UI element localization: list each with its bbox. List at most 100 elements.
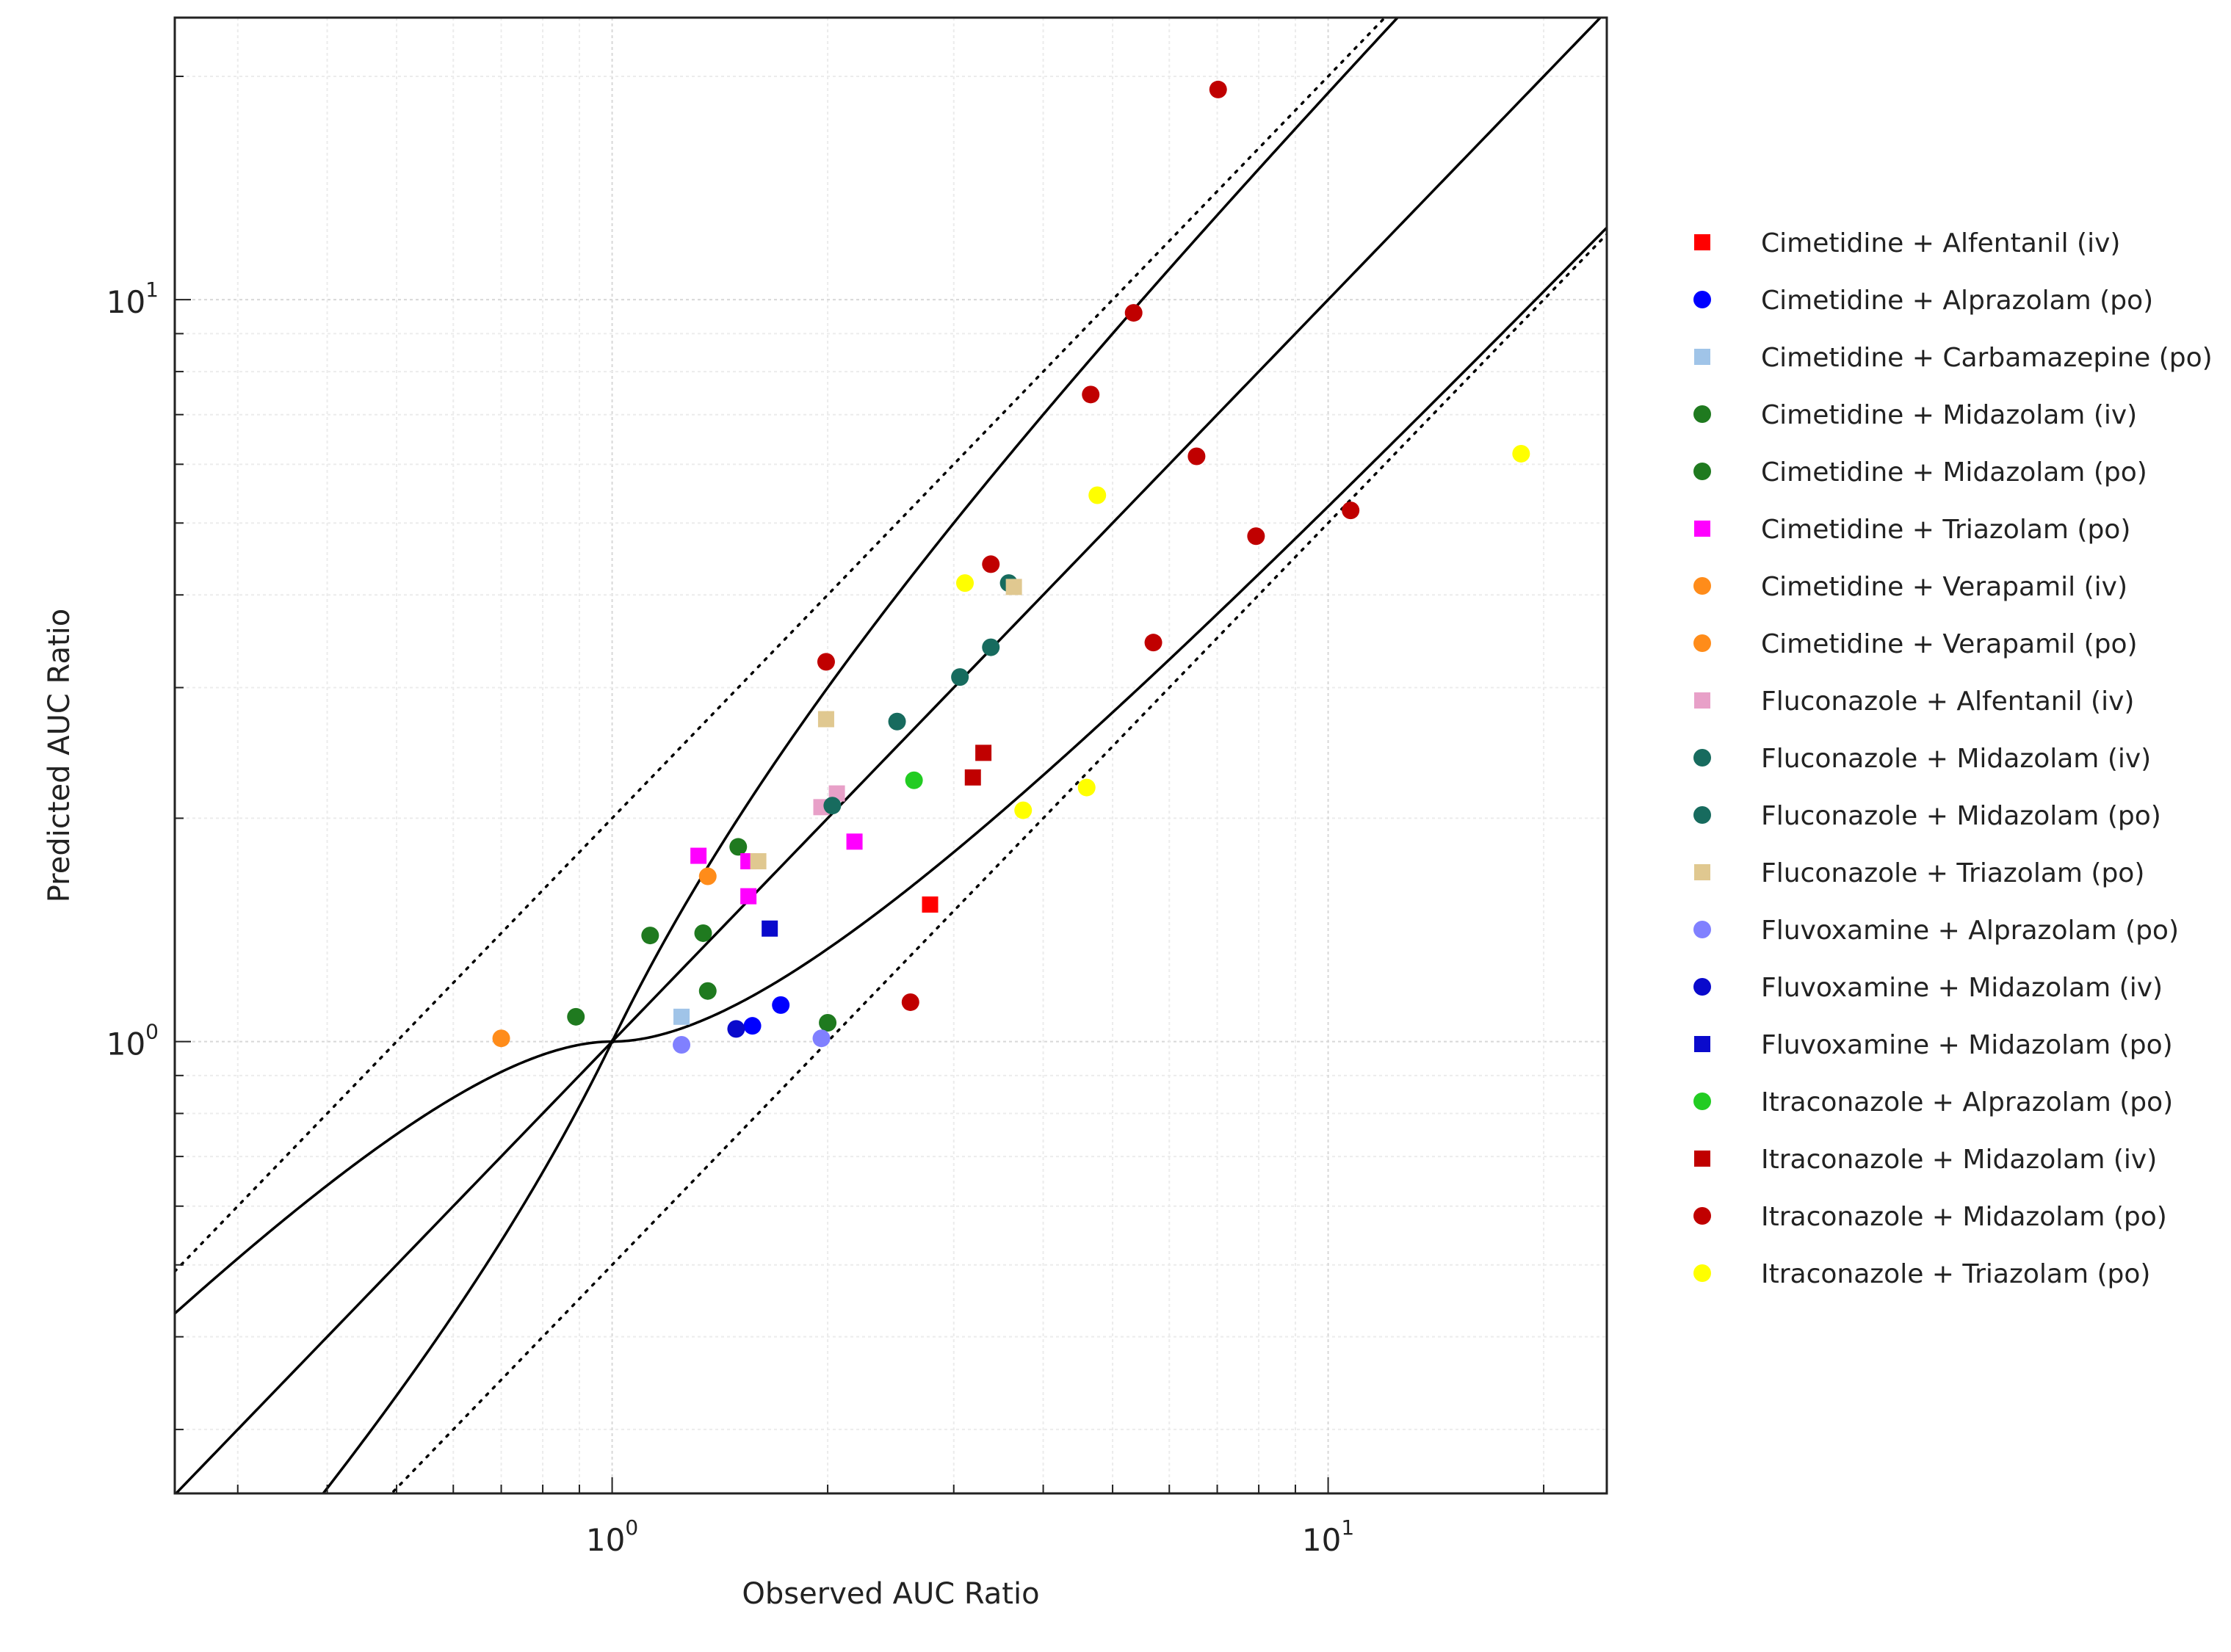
legend-label: Itraconazole + Alprazolam (po) [1761, 1087, 2173, 1117]
legend-marker [1693, 1207, 1711, 1225]
legend-item: Cimetidine + Triazolam (po) [1694, 515, 2130, 545]
legend-marker [1694, 349, 1710, 365]
y-tick-label-1: 101 [106, 278, 159, 320]
data-point-6-1 [698, 867, 717, 885]
legend-marker [1694, 864, 1710, 880]
x-tick-label-1-exponent: 1 [1341, 1515, 1354, 1540]
data-point-17-7 [1209, 80, 1227, 98]
y-tick-labels: 100 101 [106, 278, 159, 1062]
legend-item: Cimetidine + Midazolam (po) [1693, 457, 2147, 488]
axis-ticks [175, 76, 1545, 1493]
legend-item: Fluconazole + Midazolam (iv) [1693, 744, 2151, 774]
y-tick-label-1-exponent: 1 [145, 278, 159, 302]
legend-label: Fluvoxamine + Midazolam (iv) [1761, 973, 2163, 1003]
legend-item: Itraconazole + Midazolam (po) [1693, 1202, 2167, 1232]
data-point-18-0 [956, 574, 975, 593]
x-tick-label-1-base: 10 [1302, 1522, 1341, 1558]
legend-item: Itraconazole + Triazolam (po) [1693, 1259, 2150, 1289]
legend-label: Cimetidine + Verapamil (iv) [1761, 572, 2127, 602]
x-tick-label-0-base: 10 [586, 1522, 625, 1558]
data-point-2-0 [673, 1008, 690, 1025]
data-point-6-0 [492, 1029, 510, 1048]
reference-line-3 [175, 18, 1400, 1315]
data-point-17-4 [1124, 304, 1143, 322]
reference-lines [175, 18, 1607, 1493]
y-tick-label-0: 100 [106, 1020, 159, 1062]
legend-label: Fluconazole + Alfentanil (iv) [1761, 686, 2134, 717]
data-point-1-1 [772, 996, 790, 1014]
data-point-15-0 [905, 771, 923, 789]
legend-marker [1693, 577, 1711, 595]
data-point-3-0 [567, 1007, 585, 1026]
legend-marker [1693, 921, 1711, 938]
data-point-13-0 [727, 1020, 745, 1038]
legend-marker [1694, 234, 1710, 250]
legend-label: Itraconazole + Midazolam (iv) [1761, 1145, 2157, 1175]
legend-marker [1693, 634, 1711, 652]
data-point-11-0 [817, 711, 834, 728]
legend-marker [1693, 405, 1711, 423]
x-tick-label-0-exponent: 0 [625, 1515, 638, 1540]
legend-item: Fluconazole + Triazolam (po) [1694, 858, 2144, 888]
x-axis-title: Observed AUC Ratio [742, 1577, 1039, 1611]
legend-label: Cimetidine + Midazolam (iv) [1761, 400, 2137, 430]
data-point-12-1 [812, 1029, 831, 1048]
data-point-5-3 [846, 833, 863, 850]
data-point-16-1 [975, 745, 992, 761]
legend-marker [1693, 291, 1711, 308]
legend-marker [1693, 978, 1711, 996]
legend-item: Cimetidine + Carbamazepine (po) [1694, 343, 2213, 373]
legend-marker [1693, 806, 1711, 824]
data-point-17-9 [1342, 501, 1360, 520]
legend-marker [1694, 1036, 1710, 1052]
data-point-5-0 [690, 847, 707, 864]
legend-marker [1693, 1264, 1711, 1282]
legend-marker [1693, 1093, 1711, 1110]
data-point-17-8 [1247, 527, 1265, 546]
legend-label: Fluvoxamine + Alprazolam (po) [1761, 916, 2179, 946]
data-points [492, 80, 1530, 1054]
data-point-1-0 [743, 1017, 762, 1035]
legend-label: Itraconazole + Triazolam (po) [1761, 1259, 2150, 1289]
legend-item: Itraconazole + Alprazolam (po) [1693, 1087, 2173, 1117]
legend-item: Cimetidine + Verapamil (iv) [1693, 572, 2127, 602]
data-point-17-6 [1187, 447, 1206, 465]
data-point-17-5 [1144, 634, 1162, 652]
legend-label: Cimetidine + Alprazolam (po) [1761, 286, 2153, 316]
reference-line-2 [389, 233, 1607, 1493]
legend-marker [1693, 463, 1711, 480]
data-point-17-1 [901, 993, 919, 1011]
data-point-14-0 [762, 920, 778, 937]
data-point-17-3 [1082, 385, 1100, 404]
legend-label: Cimetidine + Midazolam (po) [1761, 457, 2147, 488]
legend-label: Fluconazole + Midazolam (iv) [1761, 744, 2151, 774]
legend: Cimetidine + Alfentanil (iv) Cimetidine +… [1693, 228, 2213, 1289]
legend-item: Fluconazole + Alfentanil (iv) [1694, 686, 2134, 717]
data-point-0-0 [922, 896, 939, 913]
legend-item: Fluconazole + Midazolam (po) [1693, 801, 2161, 831]
legend-item: Cimetidine + Alfentanil (iv) [1694, 228, 2120, 258]
y-tick-label-1-base: 10 [106, 284, 145, 320]
data-point-9-0 [823, 797, 842, 815]
data-point-5-2 [740, 888, 757, 905]
data-point-17-0 [817, 653, 835, 671]
plot-frame [173, 16, 1608, 1495]
data-point-3-5 [819, 1014, 837, 1032]
grid [175, 18, 1607, 1493]
legend-marker [1694, 521, 1710, 537]
data-point-12-0 [673, 1036, 691, 1054]
legend-label: Fluconazole + Triazolam (po) [1761, 858, 2144, 888]
reference-line-4 [321, 226, 1607, 1493]
legend-item: Itraconazole + Midazolam (iv) [1694, 1145, 2157, 1175]
legend-item: Cimetidine + Midazolam (iv) [1693, 400, 2137, 430]
legend-label: Cimetidine + Triazolam (po) [1761, 515, 2130, 545]
legend-marker [1694, 692, 1710, 709]
legend-marker [1694, 1151, 1710, 1167]
x-tick-label-0: 100 [586, 1515, 638, 1558]
data-point-18-3 [1077, 778, 1096, 797]
data-point-18-2 [1014, 801, 1033, 819]
data-point-9-2 [951, 668, 969, 686]
legend-label: Cimetidine + Verapamil (po) [1761, 629, 2138, 659]
